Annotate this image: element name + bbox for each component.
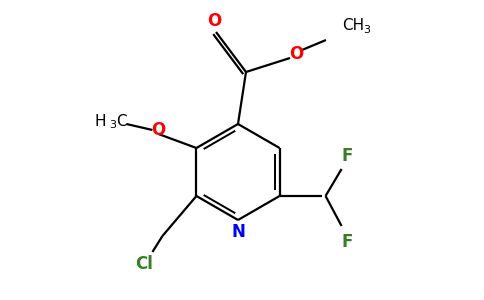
Text: 3: 3 xyxy=(363,25,370,35)
Text: F: F xyxy=(342,147,353,165)
Text: O: O xyxy=(289,45,303,63)
Text: Cl: Cl xyxy=(136,255,153,273)
Text: F: F xyxy=(342,233,353,251)
Text: N: N xyxy=(231,223,245,241)
Text: H: H xyxy=(95,115,106,130)
Text: C: C xyxy=(117,115,127,130)
Text: CH: CH xyxy=(342,19,364,34)
Text: 3: 3 xyxy=(109,120,117,130)
Text: O: O xyxy=(207,12,221,30)
Text: O: O xyxy=(151,121,166,139)
